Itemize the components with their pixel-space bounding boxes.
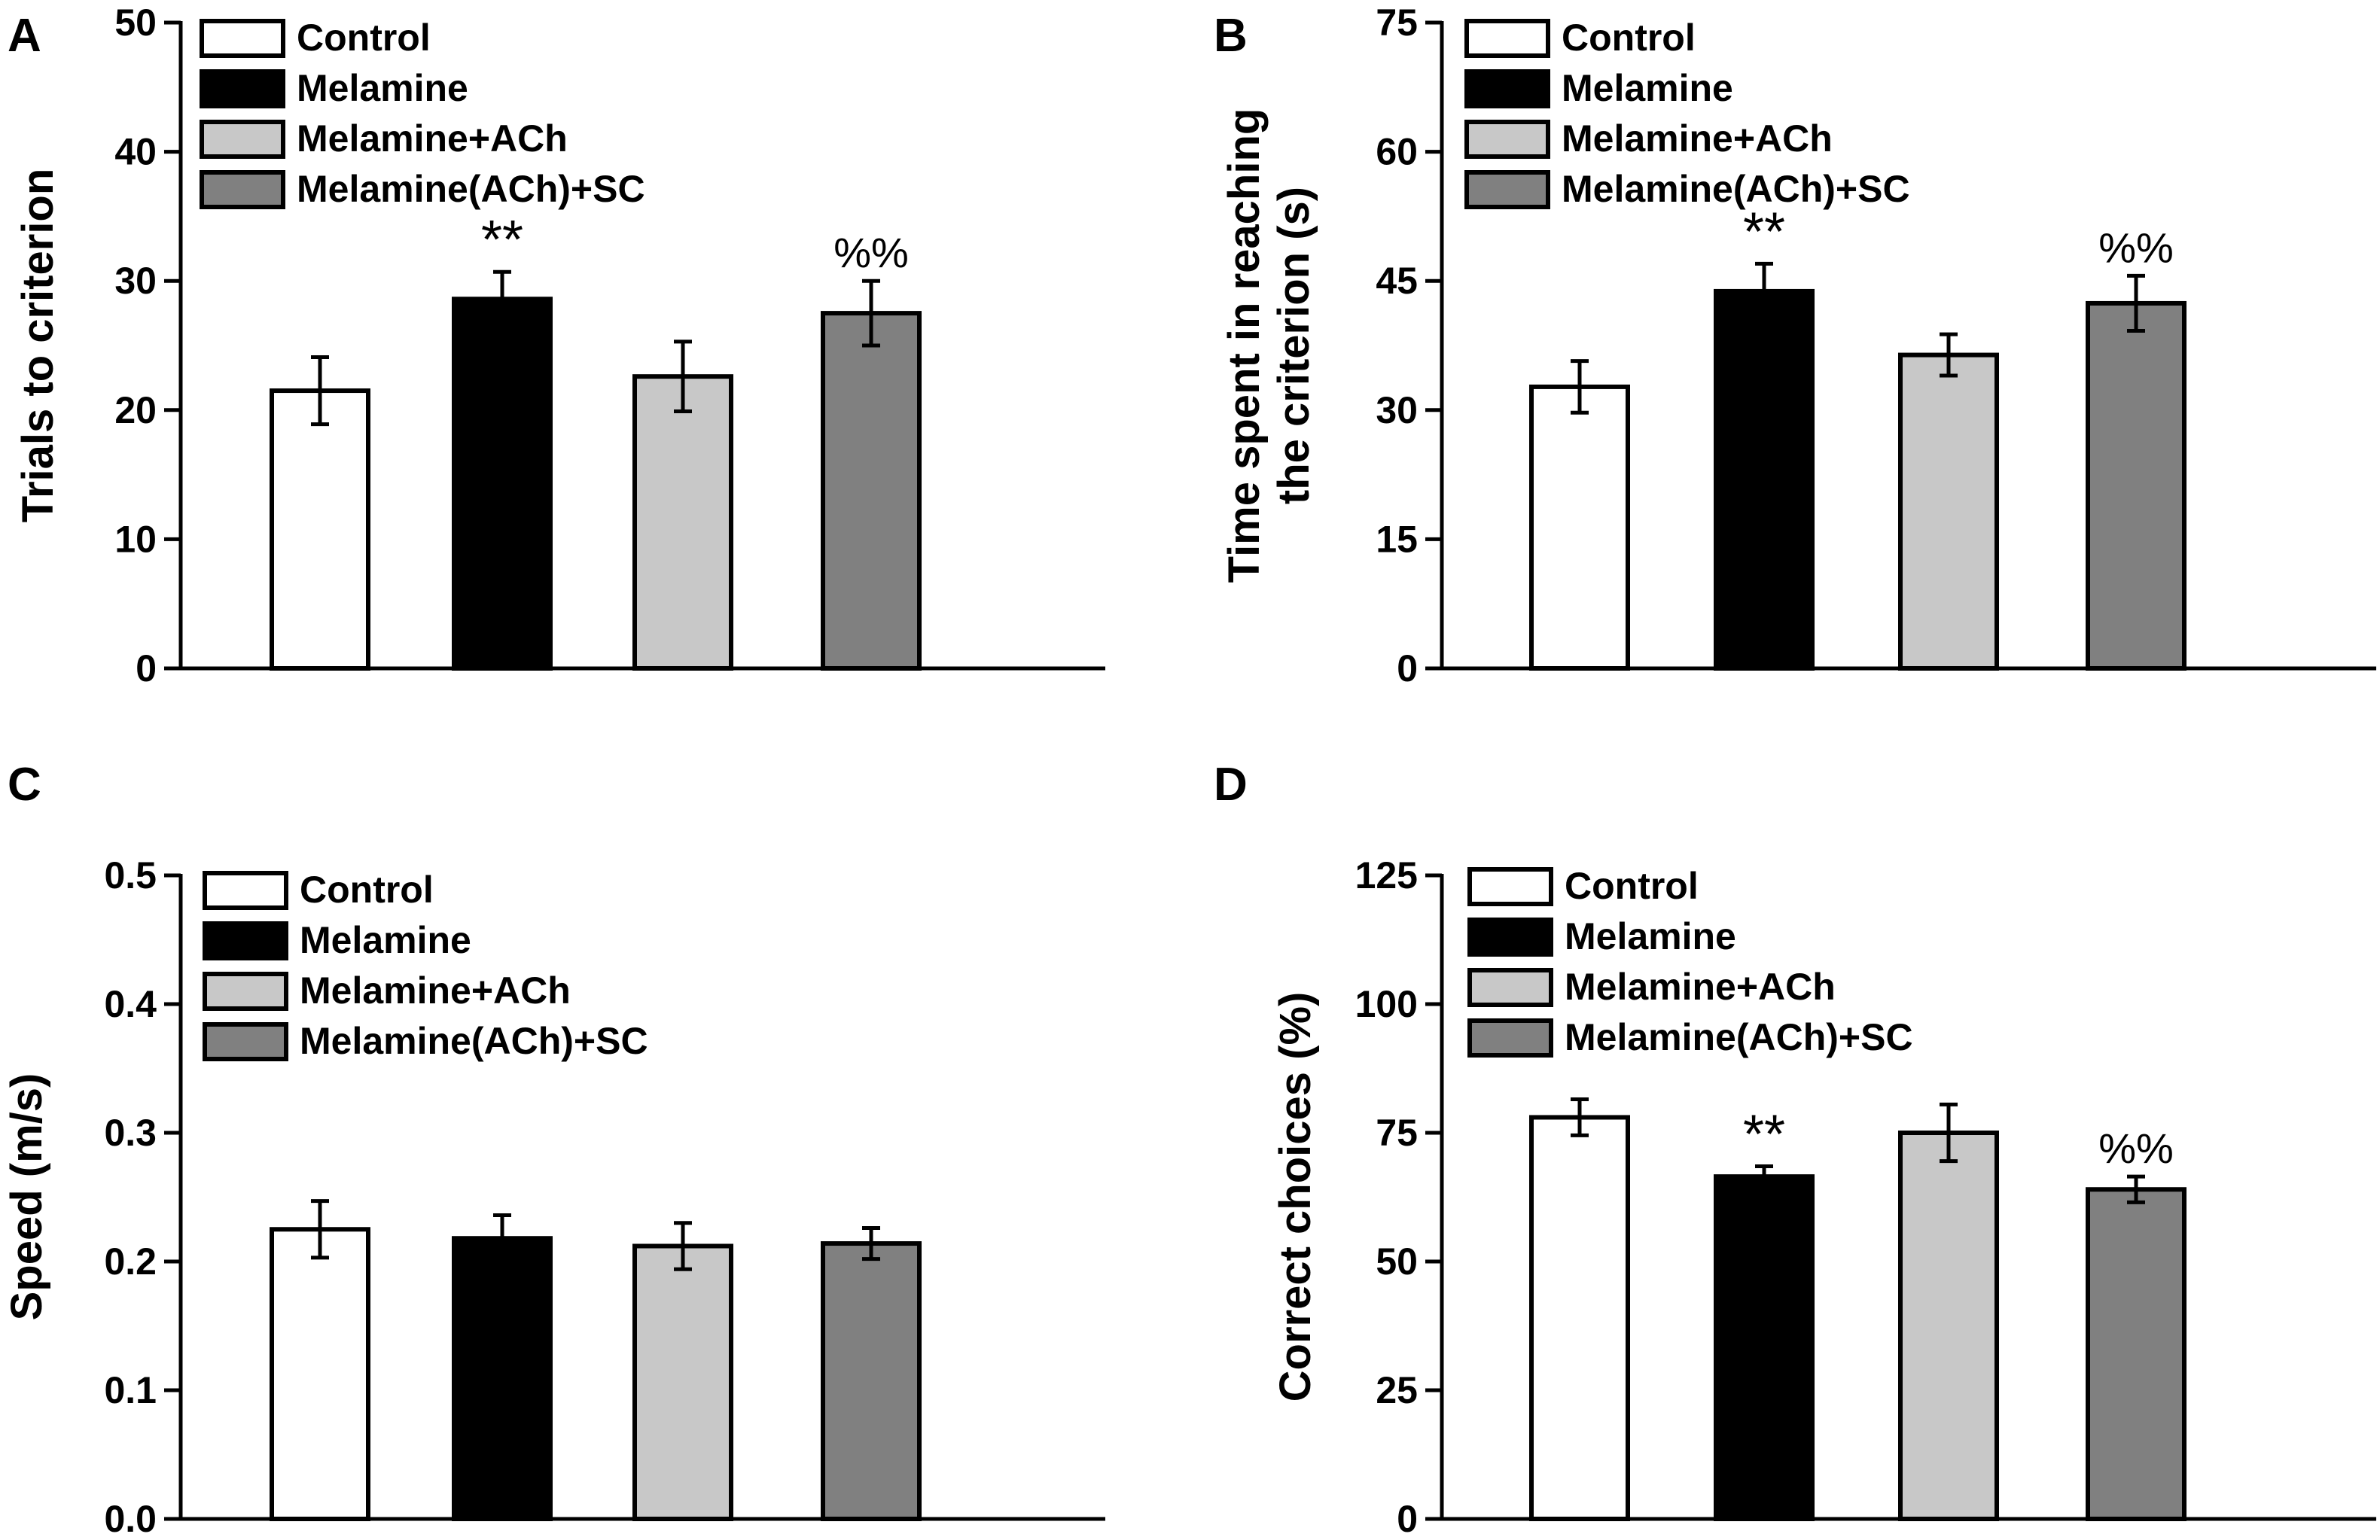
bar: [821, 1241, 922, 1522]
panel-c: C 0.0 0.1 0.2 0.3 0.4 0.5 Speed (m/s) Control Mel…: [2, 759, 1105, 1540]
legend-swatch: [200, 19, 285, 58]
y-tick-label: 0: [1397, 1498, 1418, 1540]
legend: Control Melamine Melamine+ACh Melamine(ACh)…: [1464, 17, 1910, 210]
legend-label: Melamine(ACh)+SC: [297, 168, 645, 210]
y-tick-label: 30: [114, 260, 157, 302]
legend-label: Melamine(ACh)+SC: [1562, 168, 1910, 210]
legend-swatch: [1467, 1018, 1553, 1058]
y-tick-label: 75: [1376, 1112, 1418, 1154]
y-tick-label: 0: [1397, 647, 1418, 689]
legend-label: Melamine: [297, 67, 468, 109]
legend-label: Control: [300, 869, 434, 911]
y-tick-label: 0.1: [104, 1369, 157, 1411]
y-tick-label: 10: [114, 518, 157, 560]
y-tick-label: 45: [1376, 260, 1418, 302]
y-tick-label: 0.0: [104, 1498, 157, 1540]
legend-label: Melamine+ACh: [1562, 117, 1833, 160]
legend-swatch: [200, 170, 285, 209]
legend-label: Melamine: [1565, 915, 1736, 957]
significance-mark: **: [1743, 1104, 1785, 1164]
panel-label: B: [1214, 10, 1248, 62]
y-tick-label: 125: [1355, 854, 1418, 896]
y-tick-label: 0.5: [104, 854, 157, 896]
bar: [452, 297, 553, 671]
y-tick-label: 100: [1355, 983, 1418, 1025]
legend-swatch: [203, 972, 288, 1011]
legend: Control Melamine Melamine+ACh Melamine(ACh)…: [200, 17, 645, 210]
significance-mark: %%: [2098, 224, 2174, 271]
panel-label: A: [8, 10, 41, 62]
bar: [1714, 1174, 1815, 1521]
bar: [1529, 384, 1630, 671]
bar: [821, 311, 922, 671]
legend-label: Control: [1562, 17, 1696, 59]
panel-label: C: [8, 759, 41, 811]
legend-swatch: [1467, 867, 1553, 906]
significance-mark: **: [1743, 202, 1785, 262]
panel-b: B 0 15 30 45 60 75 Time spent in reachingthe cr…: [1214, 2, 2376, 689]
bar: [270, 1227, 370, 1521]
panel-a: A 0 10 20 30 40 50 Trials to criterion ** %% Contr…: [8, 2, 1105, 689]
legend-label: Melamine: [1562, 67, 1733, 109]
y-tick-label: 75: [1376, 2, 1418, 44]
legend-swatch: [1467, 968, 1553, 1007]
legend-label: Control: [1565, 865, 1699, 907]
significance-mark: %%: [2098, 1125, 2174, 1172]
legend-swatch: [203, 871, 288, 910]
legend-label: Melamine+ACh: [1565, 966, 1836, 1008]
y-axis-title: Trials to criterion: [14, 169, 62, 523]
bar: [452, 1236, 553, 1521]
y-axis-title: Speed (m/s): [2, 1073, 51, 1321]
y-tick-label: 50: [114, 2, 157, 44]
legend-swatch: [203, 921, 288, 960]
bar: [2086, 300, 2186, 671]
y-axis-title: Time spent in reachingthe criterion (s): [1220, 108, 1318, 583]
legend-label: Melamine(ACh)+SC: [300, 1020, 648, 1062]
y-tick-label: 0.3: [104, 1112, 157, 1154]
panel-label: D: [1214, 759, 1248, 811]
y-tick-label: 25: [1376, 1369, 1418, 1411]
bar: [1714, 288, 1815, 671]
y-tick-label: 40: [114, 131, 157, 173]
y-tick-label: 0: [136, 647, 157, 689]
legend: Control Melamine Melamine+ACh Melamine(ACh)…: [203, 869, 648, 1062]
bar: [1898, 1131, 1999, 1521]
y-tick-label: 0.2: [104, 1240, 157, 1283]
y-tick-label: 20: [114, 389, 157, 431]
y-tick-label: 60: [1376, 131, 1418, 173]
y-tick-label: 15: [1376, 518, 1418, 560]
y-axis-title-line: Time spent in reaching: [1220, 108, 1269, 583]
legend-swatch: [200, 69, 285, 108]
legend-swatch: [1464, 170, 1550, 209]
legend-swatch: [1464, 120, 1550, 159]
y-axis-title-line: the criterion (s): [1269, 187, 1318, 504]
panel-d: D 0 25 50 75 100 125 Correct choices (%) ** %% Con…: [1214, 759, 2376, 1540]
bar: [1529, 1115, 1630, 1521]
legend-swatch: [1467, 918, 1553, 957]
bar: [632, 1243, 733, 1521]
legend: Control Melamine Melamine+ACh Melamine(ACh)…: [1467, 865, 1913, 1058]
significance-mark: **: [481, 210, 523, 270]
legend-label: Melamine: [300, 919, 471, 961]
legend-label: Melamine+ACh: [297, 117, 568, 160]
bar: [270, 388, 370, 671]
significance-mark: %%: [833, 229, 909, 276]
legend-swatch: [203, 1022, 288, 1061]
y-axis-title: Correct choices (%): [1271, 992, 1320, 1402]
legend-swatch: [1464, 19, 1550, 58]
legend-swatch: [200, 120, 285, 159]
legend-label: Melamine+ACh: [300, 969, 571, 1012]
legend-swatch: [1464, 69, 1550, 108]
y-tick-label: 50: [1376, 1240, 1418, 1283]
bar: [632, 374, 733, 671]
legend-label: Control: [297, 17, 431, 59]
y-tick-label: 30: [1376, 389, 1418, 431]
y-tick-label: 0.4: [104, 983, 157, 1025]
legend-label: Melamine(ACh)+SC: [1565, 1016, 1913, 1058]
bar: [1898, 352, 1999, 671]
bar: [2086, 1187, 2186, 1521]
